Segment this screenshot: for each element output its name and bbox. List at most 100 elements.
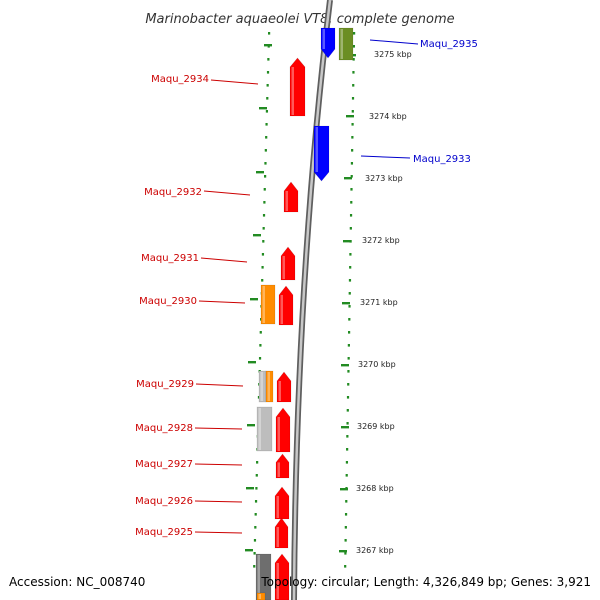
major-tick	[342, 302, 350, 305]
scale-label: 3268 kbp	[356, 484, 394, 493]
gene-maqu-2925-arrow	[274, 517, 289, 549]
track-dot-left	[256, 461, 259, 464]
track-dot-left	[265, 123, 268, 126]
major-tick	[246, 487, 254, 490]
track-dot-right	[352, 84, 355, 87]
gene-maqu-2928-gray	[256, 406, 273, 452]
track-dot-right	[349, 227, 352, 230]
major-tick	[247, 424, 255, 427]
track-dot-right	[351, 97, 355, 100]
scale-label: 3274 kbp	[369, 112, 407, 121]
scale-label: 3269 kbp	[357, 422, 395, 431]
gene-maqu-2930-orange	[260, 284, 276, 325]
gene-label-left: Maqu_2934	[151, 74, 209, 85]
gene-maqu-2929-orange	[265, 370, 274, 403]
map-title: Marinobacter aquaeolei VT8, complete gen…	[145, 12, 454, 27]
track-dot-left	[264, 162, 267, 165]
label-leader-line	[194, 463, 243, 466]
major-tick	[340, 488, 348, 491]
label-leader-line	[200, 257, 248, 263]
major-tick	[343, 240, 351, 243]
major-tick	[256, 171, 264, 174]
track-dot-right	[347, 344, 350, 347]
gene-bottom-orange-shine	[258, 594, 261, 599]
track-dot-left	[253, 565, 256, 568]
gene-bottom-darkgray-shine	[257, 555, 260, 599]
track-dot-left	[258, 357, 262, 360]
track-dot-left	[255, 474, 258, 477]
scale-label: 3267 kbp	[356, 546, 394, 555]
label-leader-line	[198, 300, 246, 304]
label-leader-line	[360, 155, 411, 159]
track-dot-left	[265, 110, 269, 113]
track-dot-right	[346, 435, 349, 438]
track-dot-right	[346, 422, 349, 425]
track-dot-left	[261, 253, 265, 256]
major-tick	[253, 234, 261, 237]
gene-maqu-2926-arrow	[274, 486, 290, 520]
gene-maqu-2929-arrow-shine	[278, 381, 281, 401]
gene-maqu-2932-arrow	[283, 181, 299, 213]
track-dot-right	[348, 305, 351, 308]
scale-label: 3273 kbp	[365, 174, 403, 183]
tick-marks	[245, 32, 356, 568]
gene-label-right: Maqu_2935	[420, 39, 478, 50]
backbone-arc-highlight	[292, 0, 332, 600]
track-dot-left	[262, 227, 265, 230]
label-leader-line	[369, 39, 419, 45]
track-dot-left	[253, 552, 256, 555]
gene-maqu-2931-arrow	[280, 246, 296, 281]
gene-label-left: Maqu_2930	[139, 296, 197, 307]
track-dot-right	[346, 396, 350, 399]
gene-olive-block	[338, 27, 354, 61]
track-dot-left	[264, 175, 267, 178]
track-dot-right	[344, 565, 347, 568]
track-dot-right	[350, 175, 353, 178]
track-dot-left	[262, 240, 265, 243]
gene-maqu-2925-arrow-shine	[276, 527, 279, 547]
gene-maqu-2928-arrow	[275, 407, 291, 453]
gene-maqu-2934-arrow	[289, 57, 306, 117]
gene-bottom-orange	[256, 592, 266, 600]
gene-maqu-2928-arrow-shine	[277, 417, 280, 451]
track-dot-left	[253, 539, 257, 542]
gene-maqu-2932-arrow-shine	[285, 191, 288, 211]
track-dot-left	[266, 97, 269, 100]
gene-label-left: Maqu_2925	[135, 527, 193, 538]
track-dot-left	[262, 214, 266, 217]
track-dot-left	[259, 331, 262, 334]
major-tick	[341, 364, 349, 367]
major-tick	[264, 44, 272, 47]
scale-label: 3272 kbp	[362, 236, 400, 245]
track-dot-left	[267, 58, 270, 61]
track-dot-right	[347, 370, 350, 373]
track-dot-right	[346, 409, 349, 412]
scale-label: 3275 kbp	[374, 50, 412, 59]
track-dot-left	[263, 188, 266, 191]
gene-maqu-2933-arrow	[313, 125, 330, 182]
gene-maqu-2931-arrow-shine	[282, 256, 285, 279]
gene-label-left: Maqu_2927	[135, 459, 193, 470]
track-dot-left	[268, 32, 271, 35]
track-dot-right	[350, 201, 353, 204]
label-leader-line	[195, 383, 244, 387]
track-dot-right	[352, 45, 355, 48]
track-dot-right	[351, 110, 354, 113]
scale-label: 3271 kbp	[360, 298, 398, 307]
label-leader-line	[194, 427, 243, 430]
gene-maqu-2929-arrow	[276, 371, 292, 403]
gene-maqu-2933-arrow-shine	[315, 127, 318, 172]
track-dot-left	[263, 201, 266, 204]
track-dot-left	[261, 279, 264, 282]
track-dot-right	[352, 71, 355, 74]
track-dot-right	[345, 461, 349, 464]
major-tick	[346, 115, 354, 118]
gene-maqu-2935-arrow-shine	[322, 29, 325, 49]
track-dot-right	[345, 474, 348, 477]
gene-bottom-arrow-shine	[276, 563, 279, 599]
track-dot-right	[346, 448, 349, 451]
track-dot-right	[351, 149, 354, 152]
scale-labels: 3275 kbp 3274 kbp 3273 kbp 3272 kbp 3271 kbp…	[356, 50, 412, 555]
summary-text: Topology: circular; Length: 4,326,849 bp…	[260, 575, 591, 589]
